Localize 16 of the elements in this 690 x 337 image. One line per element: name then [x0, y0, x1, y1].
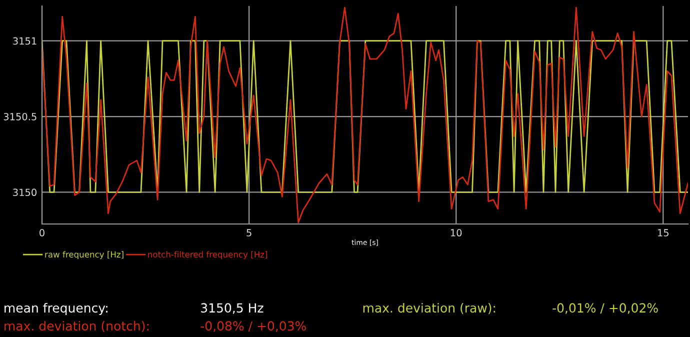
text: max. deviation (raw):	[363, 302, 496, 314]
x-tick-label: 15	[658, 229, 668, 236]
x-tick-label: 5	[246, 229, 252, 236]
legend-label: notch-filtered frequency [Hz]	[148, 251, 268, 260]
text: max. deviation (notch):	[4, 320, 148, 332]
y-tick-label: 3151	[13, 37, 36, 45]
legend-label: raw frequency [Hz]	[45, 251, 124, 260]
x-tick-label: 10	[450, 229, 462, 236]
text: mean frequency:	[4, 302, 108, 316]
y-tick-label: 3150	[13, 188, 36, 196]
text: 3150,5 Hz	[201, 303, 264, 314]
line-series	[42, 6, 688, 224]
text: -0,01% / +0,02%	[552, 303, 658, 314]
y-tick-label: 3150.5	[4, 112, 36, 120]
text: -0,08% / +0,03%	[200, 321, 306, 332]
x-tick-label: 0	[40, 229, 44, 236]
